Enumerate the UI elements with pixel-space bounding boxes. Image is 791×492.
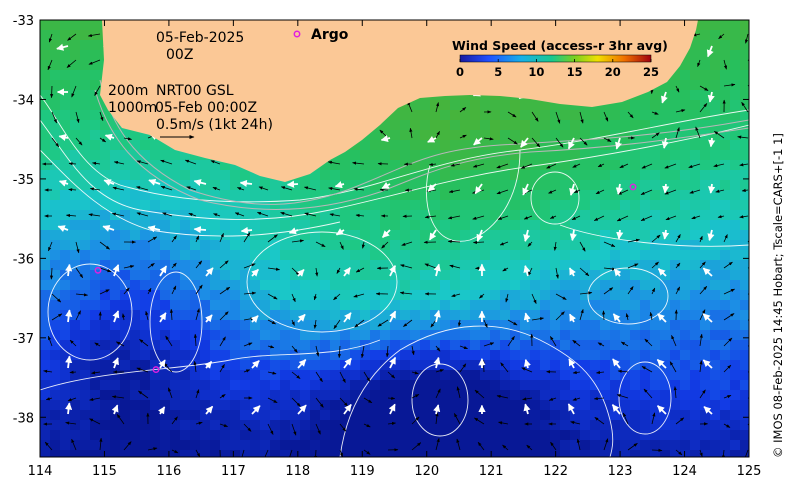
colorbar-tick-label: 15 xyxy=(567,65,583,79)
plot-frame xyxy=(39,19,750,458)
colorbar-title: Wind Speed (access-r 3hr avg) xyxy=(452,38,668,53)
colorbar: Wind Speed (access-r 3hr avg) 0 5 10 15 20 25 xyxy=(452,38,668,79)
x-tick-label: 121 xyxy=(479,464,504,479)
map-annotation: 05-Feb-2025 00Z 200m NRT00 GSL 1000m 05-… xyxy=(108,30,273,139)
x-tick-label: 122 xyxy=(543,464,568,479)
x-tick-label: 116 xyxy=(156,464,181,479)
colorbar-tick-label: 0 xyxy=(456,65,464,79)
longitude-axis: 114 115 116 117 118 119 120 121 122 123 124 125 xyxy=(28,20,762,479)
y-tick-label: -35 xyxy=(13,173,34,188)
argo-float-markers xyxy=(94,183,637,374)
colorbar-tick-label: 5 xyxy=(494,65,502,79)
annotation-depth-1000: 1000m xyxy=(108,100,157,116)
argo-float-3 xyxy=(629,183,637,191)
colorbar-tick-label: 25 xyxy=(643,65,659,79)
colorbar-tick-label: 10 xyxy=(528,65,544,79)
x-tick-label: 124 xyxy=(672,464,697,479)
x-tick-label: 119 xyxy=(350,464,375,479)
argo-marker-icon xyxy=(293,30,301,38)
bathymetry-lines xyxy=(94,79,749,210)
argo-legend: Argo xyxy=(293,27,349,43)
argo-float-2 xyxy=(152,366,160,374)
argo-float-1 xyxy=(94,266,102,274)
x-tick-label: 120 xyxy=(414,464,439,479)
annotation-product-time: 05-Feb 00:00Z xyxy=(155,100,257,116)
x-tick-label: 115 xyxy=(92,464,117,479)
x-tick-label: 123 xyxy=(608,464,633,479)
colorbar-tick-label: 20 xyxy=(605,65,621,79)
y-tick-label: -33 xyxy=(13,14,34,29)
y-tick-label: -38 xyxy=(13,411,34,426)
x-tick-label: 117 xyxy=(221,464,246,479)
y-tick-label: -36 xyxy=(13,252,34,267)
credit-text: © IMOS 08-Feb-2025 14:45 Hobart; Tscale=… xyxy=(771,133,785,458)
annotation-date: 05-Feb-2025 xyxy=(156,30,244,46)
argo-legend-label: Argo xyxy=(311,27,349,43)
x-tick-label: 118 xyxy=(285,464,310,479)
annotation-depth-200: 200m xyxy=(108,83,148,99)
y-tick-label: -37 xyxy=(13,332,34,347)
colorbar-gradient xyxy=(459,54,652,63)
y-tick-label: -34 xyxy=(13,93,34,108)
latitude-axis: -33 -34 -35 -36 -37 -38 xyxy=(13,14,749,426)
x-tick-label: 114 xyxy=(28,464,53,479)
annotation-hour: 00Z xyxy=(166,47,193,63)
x-tick-label: 125 xyxy=(737,464,762,479)
annotation-scale: 0.5m/s (1kt 24h) xyxy=(156,117,273,133)
annotation-product: NRT00 GSL xyxy=(156,83,234,99)
